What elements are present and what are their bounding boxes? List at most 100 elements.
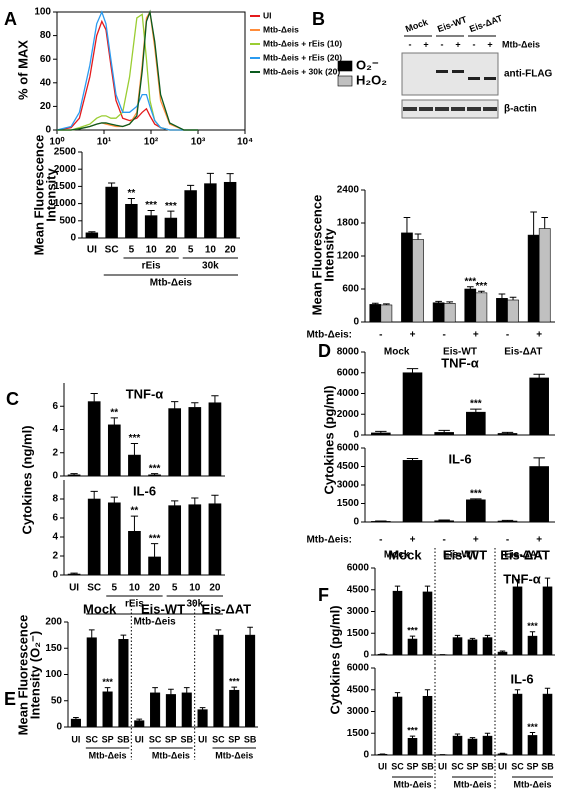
significance: ***: [102, 677, 113, 687]
bar: [392, 696, 403, 756]
significance: ***: [527, 621, 538, 631]
error-bar: [120, 634, 127, 640]
significance: ***: [407, 626, 418, 636]
legend-label: Mtb-Δeis + 30k (20): [263, 66, 340, 76]
x-tick-label: -: [379, 535, 382, 546]
error-bar: [171, 401, 179, 409]
band-label: β-actin: [504, 104, 537, 115]
significance: **: [127, 188, 135, 199]
error-bar: [514, 689, 521, 695]
bar: [144, 215, 158, 239]
y-tick-label: 8: [52, 494, 58, 505]
x-tick-label: +: [536, 330, 542, 341]
bar: [168, 505, 182, 576]
error-bar: [484, 732, 491, 737]
x-tick-label: -: [506, 330, 509, 341]
significance: ***: [476, 281, 488, 292]
error-bar: [110, 496, 118, 503]
y-tick-label: 100: [34, 7, 51, 18]
chart-title: TNF-α: [126, 386, 164, 401]
bar: [208, 503, 222, 576]
x-tick-label: SP: [526, 761, 538, 771]
error-bar: [90, 490, 98, 499]
bar: [107, 502, 121, 576]
x-tick-label: SP: [102, 734, 114, 744]
bar: [165, 694, 176, 728]
error-bar: [167, 210, 175, 219]
x-tick-label: -: [379, 330, 382, 341]
error-bar: [438, 429, 450, 433]
error-bar: [544, 687, 551, 695]
bar: [402, 460, 423, 523]
x-tick-label: 5: [188, 245, 194, 256]
y-tick-label: 0: [70, 233, 76, 244]
y-tick-label: 2500: [54, 147, 77, 158]
group-label: Mtb-Δeis: [150, 278, 193, 289]
error-bar: [150, 543, 159, 557]
chart-title: IL-6: [448, 451, 471, 466]
error-bar: [183, 687, 190, 693]
y-tick-label: 6: [52, 401, 58, 412]
x-tick-label: -: [442, 330, 445, 341]
x-tick-label: SB: [481, 761, 494, 771]
bar: [527, 635, 538, 656]
group-label: Eis-WT: [443, 347, 477, 358]
bar: [188, 407, 202, 477]
y-tick-label: 60: [40, 54, 52, 65]
x-tick-label: 20: [149, 583, 161, 594]
error-bar: [499, 650, 506, 653]
bar: [482, 637, 493, 656]
y-tick-label: 1200: [337, 251, 360, 262]
group-label: 30k: [186, 599, 203, 610]
error-bar: [406, 368, 419, 373]
y-tick-label: 8000: [337, 347, 360, 358]
blot-band: [452, 70, 464, 73]
bar: [467, 738, 478, 756]
bar: [529, 466, 549, 523]
treatment: -: [441, 39, 444, 49]
y-tick-label: 500: [59, 215, 76, 226]
bar: [380, 304, 393, 323]
x-tick-label: -: [442, 535, 445, 546]
error-bar: [70, 572, 78, 575]
error-bar: [514, 579, 521, 587]
error-bar: [73, 717, 79, 720]
group-label: rEis: [142, 261, 161, 272]
treatment: -: [409, 39, 412, 49]
error-bar: [231, 686, 238, 691]
bar: [184, 190, 197, 239]
y-tick-label: 4500: [347, 684, 370, 695]
error-bar: [409, 735, 416, 739]
legend-label: Mtb-Δeis + rEis (20): [263, 52, 342, 62]
y-tick-label: 0: [52, 570, 58, 581]
y-axis-label: Intensity: [43, 168, 58, 222]
error-bar: [199, 707, 206, 710]
error-bar: [130, 515, 139, 532]
x-tick-label: 20: [209, 583, 221, 594]
y-axis-label: % of MAX: [15, 40, 30, 100]
y-tick-label: 1500: [347, 628, 370, 639]
x-tick-label: SC: [149, 734, 162, 744]
significance: ***: [145, 200, 157, 211]
significance: ***: [527, 722, 538, 732]
x-tick-label: 5: [172, 583, 178, 594]
bar: [67, 474, 81, 477]
legend-label: H₂O₂: [356, 72, 387, 87]
bar: [443, 302, 456, 323]
y-tick-label: 1800: [337, 218, 360, 229]
bar: [67, 573, 81, 576]
y-axis-label: Mean Fluorescence: [15, 615, 30, 736]
bar: [102, 691, 113, 728]
y-tick-label: 3000: [347, 706, 370, 717]
chart-title: TNF-α: [503, 571, 541, 586]
group-label: Eis-WT: [443, 550, 477, 561]
error-bar: [499, 752, 506, 754]
bar: [128, 530, 141, 576]
bar: [496, 298, 508, 323]
x-tick-label: UI: [71, 734, 80, 744]
lane-label: Eis-WT: [436, 14, 469, 34]
error-bar: [90, 392, 98, 402]
group-label: Mtb-Δeis: [454, 779, 492, 789]
bar: [204, 183, 217, 239]
